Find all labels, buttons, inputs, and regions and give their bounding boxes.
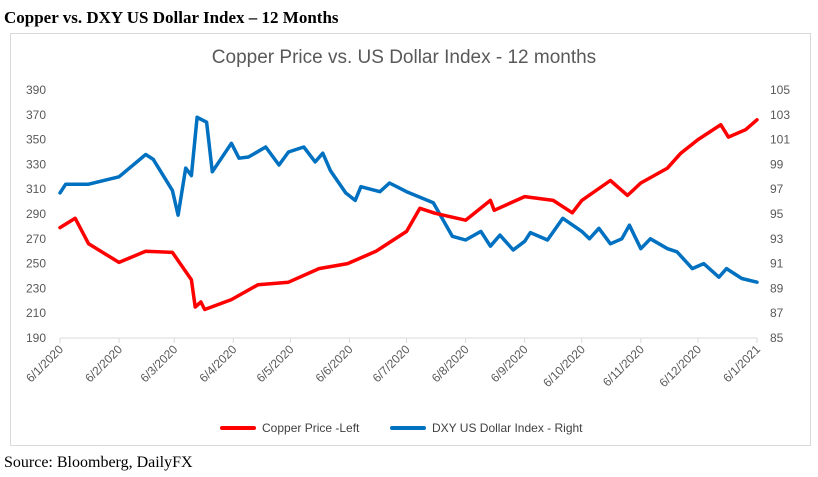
y-right-tick-label: 89 xyxy=(770,281,784,295)
y-left-tick-label: 190 xyxy=(26,331,46,345)
y-left-tick-label: 290 xyxy=(26,207,46,221)
y-right-tick-label: 103 xyxy=(770,108,790,122)
y-right-tick-label: 85 xyxy=(770,331,784,345)
x-tick-label: 6/6/2020 xyxy=(313,342,356,385)
y-right-tick-label: 99 xyxy=(770,157,784,171)
legend-label: Copper Price -Left xyxy=(262,421,360,435)
y-right-tick-label: 101 xyxy=(770,133,790,147)
y-left-tick-label: 230 xyxy=(26,281,46,295)
x-tick-label: 6/4/2020 xyxy=(196,342,239,385)
source-note: Source: Bloomberg, DailyFX xyxy=(4,454,193,471)
dxy-index-line xyxy=(58,115,759,284)
x-tick-label: 6/5/2020 xyxy=(254,342,297,385)
y-right-tick-label: 105 xyxy=(770,83,790,97)
x-tick-label: 6/7/2020 xyxy=(370,342,413,385)
header-title: Copper vs. DXY US Dollar Index – 12 Mont… xyxy=(4,8,339,27)
y-right-tick-label: 93 xyxy=(770,232,784,246)
chart-title: Copper Price vs. US Dollar Index - 12 mo… xyxy=(212,47,596,68)
x-tick-label: 6/9/2020 xyxy=(488,342,531,385)
x-tick-label: 6/1/2021 xyxy=(720,342,763,385)
y-left-tick-label: 250 xyxy=(26,257,46,271)
y-left-tick-label: 330 xyxy=(26,157,46,171)
chart-frame xyxy=(10,33,811,446)
x-tick-label: 6/2/2020 xyxy=(82,342,125,385)
x-tick-label: 6/8/2020 xyxy=(429,342,472,385)
x-tick-label: 6/3/2020 xyxy=(137,342,180,385)
y-right-tick-label: 95 xyxy=(770,207,784,221)
x-tick-label: 6/1/2020 xyxy=(23,342,66,385)
y-left-tick-label: 350 xyxy=(26,133,46,147)
y-left-tick-label: 210 xyxy=(26,306,46,320)
y-right-tick-label: 97 xyxy=(770,182,784,196)
x-tick-label: 6/11/2020 xyxy=(600,342,647,389)
y-left-tick-label: 270 xyxy=(26,232,46,246)
x-tick-label: 6/10/2020 xyxy=(540,342,588,390)
y-right-tick-label: 91 xyxy=(770,257,784,271)
legend-label: DXY US Dollar Index - Right xyxy=(432,421,583,435)
y-left-tick-label: 370 xyxy=(26,108,46,122)
y-left-tick-label: 310 xyxy=(26,182,46,196)
y-right-tick-label: 87 xyxy=(770,306,784,320)
x-tick-label: 6/12/2020 xyxy=(656,342,704,390)
y-left-tick-label: 390 xyxy=(26,83,46,97)
copper-price-line xyxy=(58,118,759,312)
